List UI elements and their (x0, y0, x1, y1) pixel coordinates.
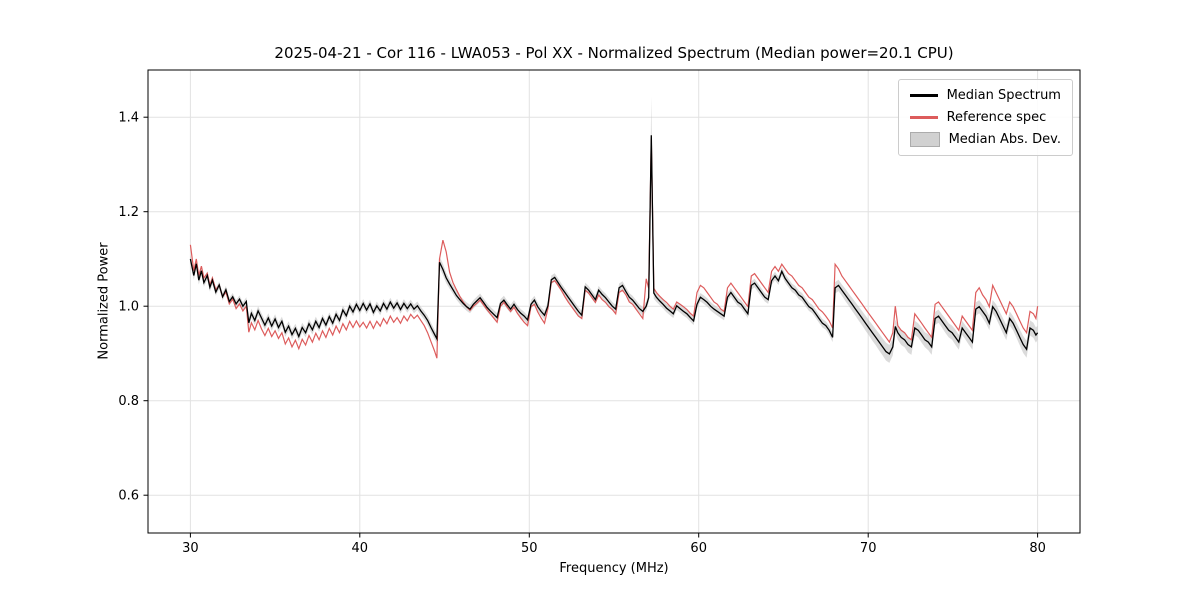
legend-item-reference: Reference spec (909, 110, 1061, 125)
x-tick-label: 70 (860, 541, 877, 556)
x-tick-label: 50 (521, 541, 538, 556)
x-axis-label: Frequency (MHz) (559, 561, 669, 576)
x-tick-label: 60 (690, 541, 707, 556)
y-tick-label: 0.8 (118, 394, 139, 409)
median-line (189, 135, 1039, 355)
axes-border (147, 69, 1081, 534)
legend-item-mad: Median Abs. Dev. (909, 132, 1061, 147)
reference-line-swatch (909, 116, 938, 119)
legend: Median Spectrum Reference spec Median Ab… (897, 79, 1073, 156)
legend-label: Median Spectrum (946, 88, 1061, 103)
legend-label: Median Abs. Dev. (948, 132, 1061, 147)
x-tick-label: 40 (352, 541, 369, 556)
reference-line (189, 138, 1039, 359)
x-tick-label: 30 (182, 541, 199, 556)
y-tick-label: 1.4 (118, 111, 139, 126)
y-tick-label: 1.2 (118, 205, 139, 220)
mad-patch-swatch (909, 132, 940, 147)
chart-title: 2025-04-21 - Cor 116 - LWA053 - Pol XX -… (274, 44, 954, 62)
median-line-swatch (909, 94, 938, 97)
mad-band (190, 96, 1038, 363)
y-tick-label: 0.6 (118, 489, 139, 504)
legend-item-median: Median Spectrum (909, 88, 1061, 103)
y-tick-label: 1.0 (118, 300, 139, 315)
x-tick-label: 80 (1029, 541, 1046, 556)
y-axis-label: Normalized Power (96, 242, 112, 360)
legend-label: Reference spec (946, 110, 1047, 125)
